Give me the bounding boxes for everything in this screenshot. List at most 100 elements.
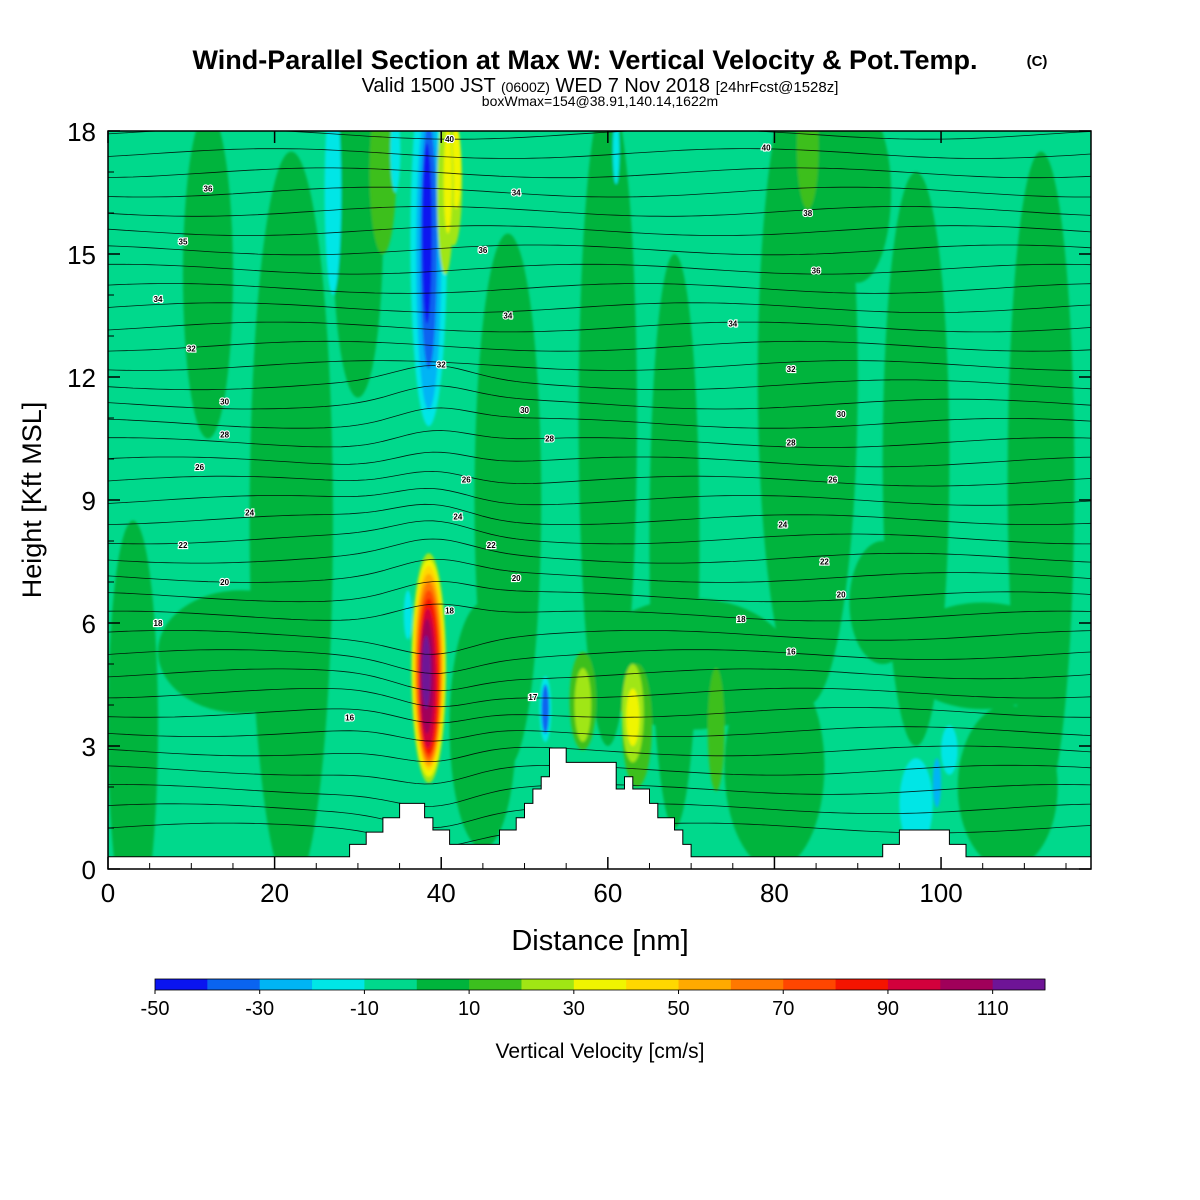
contour-labels: 40 40 36 34 38 35 36 36 34 34 34 32 32 32 30 30 30 28 28 28… [152,134,847,723]
contour-label: 20 [512,574,521,583]
isentrope-line [108,559,1091,583]
colorbar-swatch [416,979,470,990]
y-tick-label: 6 [82,609,96,639]
contour-label: 30 [520,406,529,415]
colorbar-tick-label: -30 [245,998,274,1020]
y-tick-label: 0 [82,855,96,885]
isentrope-line [108,148,1091,159]
velocity-cell [796,131,819,209]
contour-label: 32 [787,365,796,374]
x-tick-label: 20 [260,878,289,908]
velocity-cell [369,131,397,254]
x-axis-label: Distance [nm] [511,925,688,957]
contour-label: 30 [220,398,229,407]
contour-label: 28 [545,435,554,444]
velocity-cell [724,664,825,869]
isentrope-line [108,538,1091,564]
colorbar-label: Vertical Velocity [cm/s] [496,1040,705,1063]
isentrope-line [108,302,1091,313]
isentrope-line [108,726,1091,742]
contour-label: 34 [503,312,512,321]
contour-label: 24 [453,512,462,521]
contour-label: 38 [803,209,812,218]
contour-label: 26 [828,476,837,485]
contour-label: 35 [179,238,188,247]
velocity-cell [422,143,433,324]
colorbar-swatch [207,979,261,990]
colorbar-tick-label: 70 [772,998,794,1020]
box-wmax-info: boxWmax=154@38.91,140.14,1622m [482,93,718,109]
x-tick-label: 0 [101,878,115,908]
colorbar-frame [154,978,1046,991]
colorbar-tick-label: 110 [977,998,1009,1020]
velocity-cell [108,520,158,869]
colorbar-tick-label: -50 [141,998,170,1020]
terrain-profile [108,747,1091,869]
velocity-cell [182,131,233,439]
contour-label: 36 [204,184,213,193]
forecast-info: [24hrFcst@1528z] [716,79,839,96]
colorbar-swatch [155,979,208,990]
velocity-cell [899,758,933,849]
velocity-cell [574,668,592,742]
isentrope-line [108,470,1091,487]
colorbar-swatch [626,979,680,990]
isentrope-line [108,110,1091,120]
contour-label: 28 [220,430,229,439]
isentrope-line [108,707,1091,724]
isentrope-line [108,687,1091,708]
chart-title: Wind-Parallel Section at Max W: Vertical… [193,45,978,75]
velocity-cell [957,705,1058,869]
velocity-cell [324,131,342,295]
velocity-cell [541,684,550,734]
contour-label: 30 [837,410,846,419]
isentrope-line [108,225,1091,236]
contour-label: 36 [478,246,487,255]
colorbar-swatch [887,979,941,990]
contour-label: 22 [487,541,496,550]
velocity-cell [403,590,413,640]
x-tick-label: 80 [760,878,789,908]
isentrope-line [108,603,1091,622]
colorbar-tick-label: 30 [563,998,585,1020]
colorbar-tick-label: -10 [350,998,379,1020]
isentrope-line [108,503,1091,526]
colorbar-swatch [521,979,575,990]
contour-label: 26 [462,476,471,485]
colorbar-swatch [678,979,732,990]
contour-label: 28 [787,439,796,448]
contour-label: 22 [179,541,188,550]
velocity-cell [449,602,517,849]
isentrope-line [108,630,1091,655]
colorbar-swatch [783,979,837,990]
isentrope-line [108,360,1091,371]
velocity-cell [707,668,725,792]
colorbar-swatch [835,979,889,990]
colorbar-tick-label: 90 [877,998,899,1020]
velocity-cell [932,758,942,808]
colorbar-swatch [992,979,1046,990]
contour-label: 34 [154,295,163,304]
velocity-cell [157,590,325,714]
valid-date: WED 7 Nov 2018 [556,75,711,97]
velocity-cell [249,151,333,869]
valid-utc: (0600Z) [501,79,550,95]
colorbar-swatch [364,979,418,990]
y-tick-label: 9 [82,486,96,516]
isentrope-line [108,649,1091,674]
x-tick-label: 60 [593,878,622,908]
contour-label: 16 [345,713,354,722]
isentrope-line [108,244,1091,256]
contour-label: 24 [245,508,254,517]
contour-label: 34 [728,320,737,329]
velocity-cell [390,131,401,193]
velocity-cell [849,541,917,664]
y-tick-label: 18 [67,117,96,147]
y-tick-label: 15 [67,240,96,270]
contour-label: 18 [445,607,454,616]
contour-label: 18 [154,619,163,628]
colorbar-swatch [573,979,627,990]
plot-area: 40 40 36 34 38 35 36 36 34 34 34 32 32 32 30 30 30 28 28 28… [108,110,1091,869]
x-tick-label: 40 [427,878,456,908]
